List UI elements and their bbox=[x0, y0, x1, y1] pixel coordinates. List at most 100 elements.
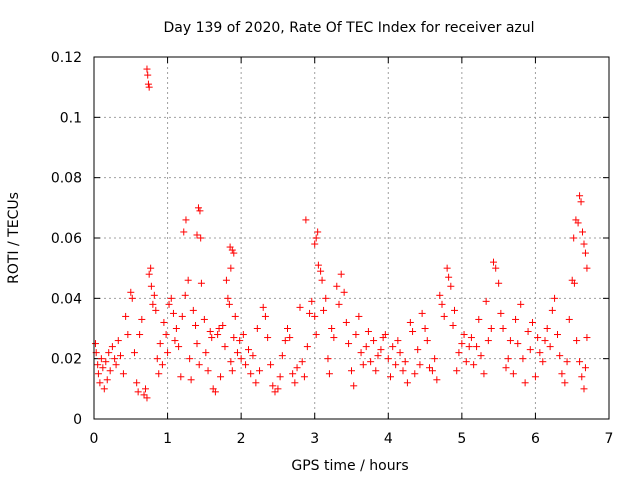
data-point bbox=[274, 385, 282, 393]
x-tick-label: 4 bbox=[384, 431, 393, 447]
data-point bbox=[392, 361, 400, 369]
data-point bbox=[206, 328, 214, 336]
data-point bbox=[138, 315, 146, 323]
data-point bbox=[193, 340, 201, 348]
x-tick-label: 7 bbox=[605, 431, 614, 447]
data-point bbox=[193, 231, 201, 239]
data-point bbox=[362, 343, 370, 351]
data-point bbox=[230, 249, 238, 257]
data-point bbox=[458, 340, 466, 348]
data-point bbox=[492, 264, 500, 272]
data-point bbox=[440, 312, 448, 320]
data-point bbox=[528, 318, 536, 326]
data-point bbox=[536, 349, 544, 357]
data-point bbox=[449, 321, 457, 329]
data-point bbox=[480, 370, 488, 378]
data-point bbox=[475, 315, 483, 323]
data-point bbox=[97, 355, 105, 363]
data-point bbox=[322, 294, 330, 302]
data-point bbox=[91, 340, 99, 348]
data-point bbox=[561, 379, 569, 387]
data-point bbox=[143, 394, 151, 402]
data-point bbox=[580, 240, 588, 248]
data-point bbox=[200, 315, 208, 323]
data-point bbox=[249, 352, 257, 360]
data-point bbox=[211, 388, 219, 396]
y-tick-label: 0.02 bbox=[51, 352, 82, 368]
data-point bbox=[102, 358, 110, 366]
data-point bbox=[116, 352, 124, 360]
data-point bbox=[345, 340, 353, 348]
data-point bbox=[106, 367, 114, 375]
data-point bbox=[124, 331, 132, 339]
data-point bbox=[181, 291, 189, 299]
data-point bbox=[546, 343, 554, 351]
data-point bbox=[436, 291, 444, 299]
data-point bbox=[214, 331, 222, 339]
data-point bbox=[128, 294, 136, 302]
data-point bbox=[111, 355, 119, 363]
data-point bbox=[239, 331, 247, 339]
data-point bbox=[296, 303, 304, 311]
data-point bbox=[348, 367, 355, 375]
x-tick-label: 0 bbox=[90, 431, 99, 447]
data-point bbox=[443, 264, 451, 272]
data-point bbox=[554, 331, 561, 339]
data-point bbox=[311, 240, 319, 248]
data-point bbox=[399, 367, 407, 375]
y-axis-label: ROTI / TECUs bbox=[6, 192, 22, 284]
data-point bbox=[162, 331, 170, 339]
y-tick-label: 0.04 bbox=[51, 291, 82, 307]
data-point bbox=[411, 370, 419, 378]
data-point bbox=[583, 334, 591, 342]
data-point bbox=[581, 364, 589, 372]
data-point bbox=[164, 349, 172, 357]
y-tick-label: 0.12 bbox=[51, 50, 82, 66]
data-point bbox=[194, 204, 202, 212]
data-point bbox=[312, 331, 320, 339]
data-point bbox=[145, 83, 153, 91]
data-point bbox=[267, 361, 275, 369]
data-point bbox=[328, 325, 336, 332]
data-point bbox=[227, 358, 235, 366]
data-point bbox=[291, 379, 299, 387]
data-point bbox=[396, 349, 404, 357]
data-point bbox=[357, 349, 365, 357]
y-tick-label: 0.08 bbox=[51, 171, 82, 187]
data-point bbox=[495, 279, 503, 287]
data-point bbox=[551, 294, 559, 302]
data-point bbox=[548, 306, 556, 314]
data-point bbox=[99, 364, 107, 372]
data-point bbox=[374, 352, 382, 360]
data-point bbox=[269, 382, 277, 390]
data-point bbox=[335, 300, 343, 308]
data-point bbox=[314, 261, 322, 269]
data-point bbox=[112, 361, 120, 369]
data-point bbox=[271, 388, 279, 396]
data-point bbox=[359, 361, 367, 369]
data-point bbox=[403, 379, 411, 387]
data-point bbox=[167, 294, 175, 302]
data-point bbox=[502, 364, 510, 372]
data-point bbox=[186, 355, 194, 363]
data-point bbox=[182, 216, 190, 224]
data-point bbox=[487, 325, 495, 332]
data-point bbox=[300, 373, 308, 381]
data-point bbox=[325, 370, 333, 378]
data-point bbox=[579, 228, 587, 236]
data-point bbox=[189, 306, 197, 314]
data-point bbox=[370, 337, 378, 345]
data-point bbox=[217, 373, 225, 381]
data-point bbox=[177, 373, 185, 381]
data-point bbox=[489, 258, 497, 266]
data-point bbox=[130, 349, 138, 357]
data-point bbox=[534, 334, 542, 342]
data-point bbox=[539, 358, 547, 366]
data-point bbox=[195, 361, 203, 369]
data-point bbox=[318, 276, 326, 284]
data-point bbox=[171, 337, 179, 345]
data-point bbox=[156, 340, 164, 348]
data-point bbox=[470, 361, 478, 369]
data-point bbox=[311, 312, 319, 320]
data-point bbox=[165, 300, 173, 308]
